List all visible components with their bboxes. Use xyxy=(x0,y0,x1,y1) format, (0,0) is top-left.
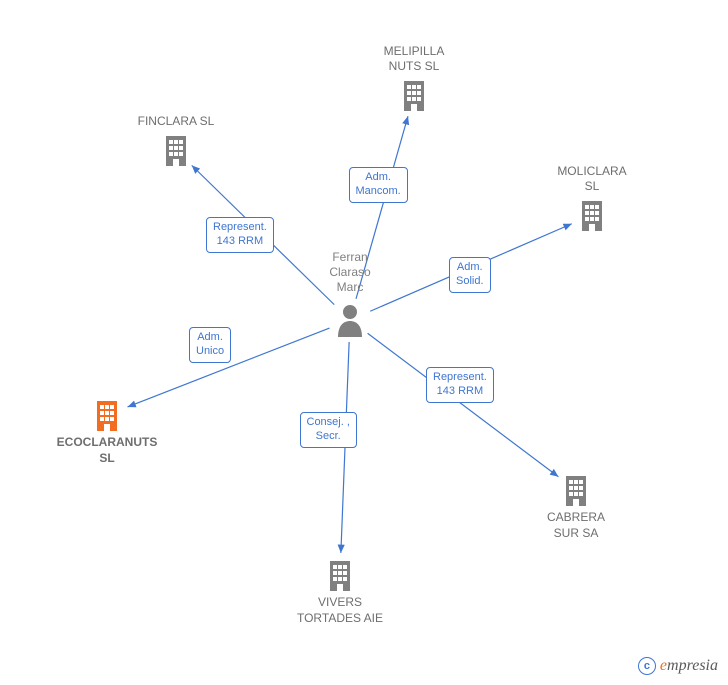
copyright-symbol: c xyxy=(644,660,650,672)
company-node-ecoclaranuts xyxy=(92,399,122,431)
center-person-icon xyxy=(335,303,365,337)
network-canvas xyxy=(0,0,728,685)
company-label-vivers: VIVERSTORTADES AIE xyxy=(270,595,410,626)
copyright-icon: c xyxy=(638,657,656,675)
company-label-moliclara: MOLICLARASL xyxy=(522,164,662,195)
company-label-melipilla: MELIPILLANUTS SL xyxy=(344,44,484,75)
edge-label-cabrera: Represent.143 RRM xyxy=(426,367,494,403)
brand-rest: mpresia xyxy=(667,657,718,674)
company-node-melipilla xyxy=(399,79,429,111)
company-label-cabrera: CABRERASUR SA xyxy=(506,510,646,541)
company-label-finclara: FINCLARA SL xyxy=(106,114,246,130)
footer-credit: c empresia xyxy=(638,657,718,675)
company-node-finclara xyxy=(161,134,191,166)
company-label-ecoclaranuts: ECOCLARANUTSSL xyxy=(37,435,177,466)
edge-line-vivers xyxy=(341,342,349,553)
edge-label-ecoclaranuts: Adm.Unico xyxy=(189,327,231,363)
edge-line-cabrera xyxy=(368,333,559,477)
edge-label-moliclara: Adm.Solid. xyxy=(449,257,491,293)
company-node-vivers xyxy=(325,559,355,591)
edge-label-vivers: Consej. ,Secr. xyxy=(300,412,357,448)
brand-name: empresia xyxy=(660,657,718,675)
company-node-cabrera xyxy=(561,474,591,506)
edge-label-melipilla: Adm.Mancom. xyxy=(349,167,408,203)
center-person-label: FerranClarasoMarc xyxy=(305,250,395,295)
brand-first-letter: e xyxy=(660,657,667,674)
edge-label-finclara: Represent.143 RRM xyxy=(206,217,274,253)
company-node-moliclara xyxy=(577,199,607,231)
